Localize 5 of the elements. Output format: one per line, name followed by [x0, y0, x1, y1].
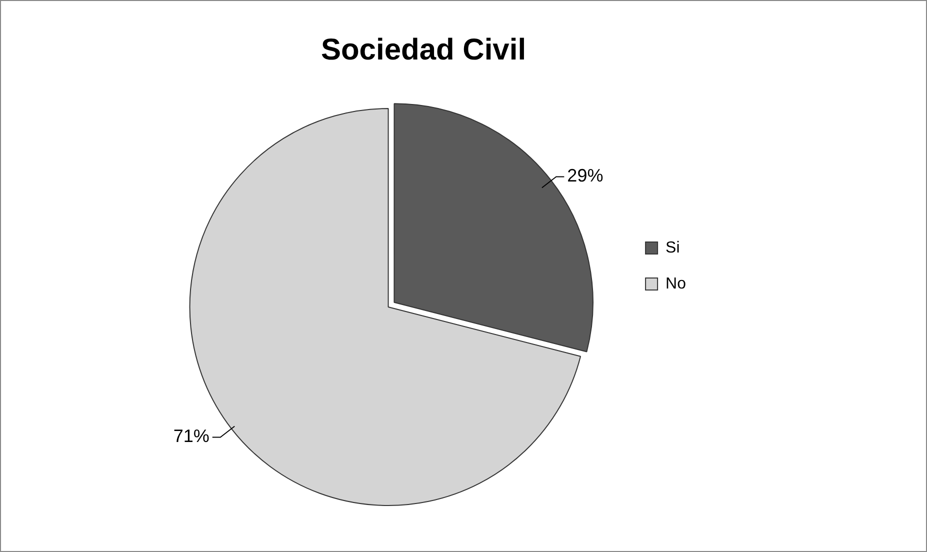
legend-label: No — [666, 275, 686, 292]
legend-label: Si — [666, 239, 680, 256]
data-label: 71% — [173, 426, 210, 446]
data-label: 29% — [567, 166, 604, 186]
chart-title: Sociedad Civil — [320, 33, 526, 66]
